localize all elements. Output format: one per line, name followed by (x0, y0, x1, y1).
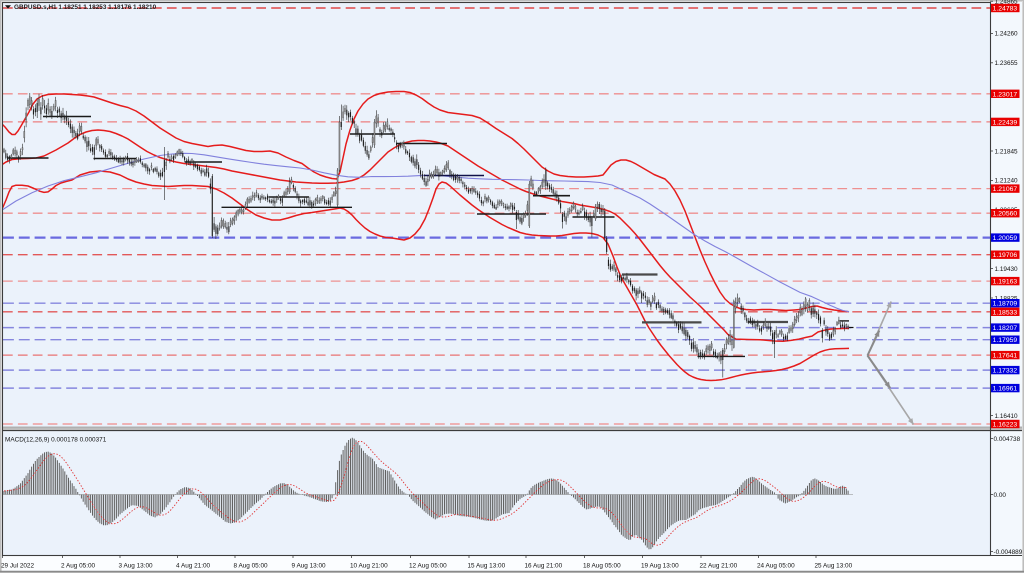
svg-text:9 Aug 13:00: 9 Aug 13:00 (292, 563, 327, 570)
svg-text:1.20560: 1.20560 (993, 211, 1018, 218)
svg-text:19 Aug 13:00: 19 Aug 13:00 (641, 563, 679, 570)
svg-text:1.19706: 1.19706 (993, 252, 1018, 259)
svg-text:8 Aug 05:00: 8 Aug 05:00 (234, 563, 269, 570)
svg-text:1.23655: 1.23655 (995, 60, 1019, 67)
svg-text:1.18825: 1.18825 (995, 295, 1019, 302)
svg-text:15 Aug 13:00: 15 Aug 13:00 (468, 563, 506, 570)
svg-text:24 Aug 05:00: 24 Aug 05:00 (757, 563, 795, 570)
svg-text:1.21240: 1.21240 (995, 178, 1019, 185)
svg-text:3 Aug 13:00: 3 Aug 13:00 (119, 563, 154, 570)
svg-text:1.20059: 1.20059 (993, 235, 1018, 242)
svg-text:1.18207: 1.18207 (993, 325, 1018, 332)
svg-text:12 Aug 05:00: 12 Aug 05:00 (409, 563, 447, 570)
svg-text:29 Jul 2022: 29 Jul 2022 (1, 563, 34, 570)
svg-text:1.24865: 1.24865 (995, 0, 1019, 6)
svg-text:1.17332: 1.17332 (993, 368, 1018, 375)
svg-text:16 Aug 21:00: 16 Aug 21:00 (525, 563, 563, 570)
svg-text:1.17959: 1.17959 (993, 337, 1018, 344)
svg-text:25 Aug 13:00: 25 Aug 13:00 (815, 563, 853, 570)
svg-text:1.17641: 1.17641 (993, 353, 1018, 360)
svg-text:1.18533: 1.18533 (993, 309, 1018, 316)
svg-text:18 Aug 05:00: 18 Aug 05:00 (583, 563, 621, 570)
svg-text:1.23017: 1.23017 (993, 91, 1018, 98)
svg-text:MACD(12,26,9) 0.000178 0.00037: MACD(12,26,9) 0.000178 0.000371 (5, 437, 107, 444)
svg-text:1.16410: 1.16410 (995, 413, 1019, 420)
svg-text:4 Aug 21:00: 4 Aug 21:00 (176, 563, 211, 570)
svg-text:1.19430: 1.19430 (995, 266, 1019, 273)
svg-text:22 Aug 21:00: 22 Aug 21:00 (700, 563, 738, 570)
svg-text:0.004738: 0.004738 (994, 436, 1021, 443)
svg-text:1.21845: 1.21845 (995, 148, 1019, 155)
svg-text:1.18709: 1.18709 (993, 301, 1018, 308)
svg-text:10 Aug 21:00: 10 Aug 21:00 (350, 563, 388, 570)
svg-text:GBPUSD.s,H1 1.18251 1.18253 1: GBPUSD.s,H1 1.18251 1.18253 1.18176 1.18… (14, 4, 157, 11)
svg-text:1.19163: 1.19163 (993, 279, 1018, 286)
svg-text:1.16961: 1.16961 (993, 386, 1018, 393)
svg-text:1.24260: 1.24260 (995, 31, 1019, 38)
svg-text:1.21067: 1.21067 (993, 186, 1018, 193)
svg-text:1.24783: 1.24783 (993, 6, 1018, 13)
svg-text:2 Aug 05:00: 2 Aug 05:00 (61, 563, 96, 570)
svg-text:1.16223: 1.16223 (993, 422, 1018, 429)
svg-text:0.00: 0.00 (994, 492, 1007, 499)
svg-text:-0.004889: -0.004889 (994, 549, 1023, 556)
svg-text:1.22439: 1.22439 (993, 119, 1018, 126)
